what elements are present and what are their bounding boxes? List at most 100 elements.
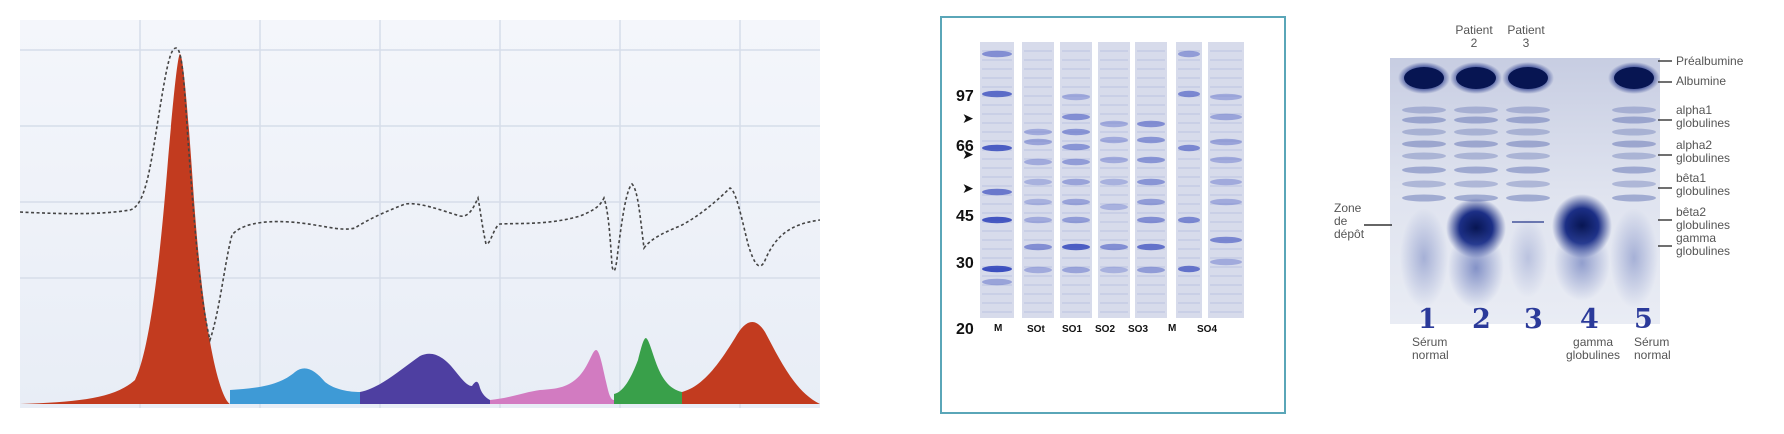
globulin-band — [1612, 166, 1656, 174]
gel-smear — [1210, 68, 1242, 70]
lane-number-4: 4 — [1580, 304, 1599, 335]
gel-lane — [1060, 42, 1092, 318]
gel-smear — [1100, 275, 1128, 277]
mw-label-97: 97 — [956, 88, 974, 105]
gel-band — [1062, 198, 1090, 206]
gel-smear — [1062, 194, 1090, 196]
globulin-band — [1612, 180, 1656, 188]
gel-band — [1100, 120, 1128, 128]
gamma-smear — [1400, 208, 1448, 308]
gel-smear — [1062, 149, 1090, 151]
alpha1-peak — [230, 368, 360, 404]
gel-smear — [1100, 248, 1128, 250]
albumin-band-core — [1456, 67, 1496, 89]
serum-normal-label-1: Sérum normal — [1412, 335, 1449, 362]
gel-smear — [1024, 302, 1052, 304]
globulin-band — [1402, 116, 1446, 124]
gel-smear — [1210, 50, 1242, 52]
globulin-band — [1506, 166, 1550, 174]
gel-smear — [1100, 95, 1128, 97]
gel-smear — [1062, 185, 1090, 187]
gel-band — [1137, 243, 1165, 251]
gel-smear — [982, 122, 1012, 124]
gel-smear — [1024, 158, 1052, 160]
gel-smear — [1100, 86, 1128, 88]
gel-smear — [1178, 230, 1200, 232]
gel-smear — [1137, 77, 1165, 79]
globulin-band — [1402, 128, 1446, 136]
gel-smear — [1062, 293, 1090, 295]
gel-smear — [1178, 113, 1200, 115]
gel-smear — [1100, 50, 1128, 52]
lane-label: SOt — [1027, 324, 1045, 335]
patient-2-label: Patient 2 — [1455, 23, 1493, 50]
gel-smear — [982, 185, 1012, 187]
gel-smear — [982, 248, 1012, 250]
beta2-label: bêta2 globulines — [1676, 205, 1731, 232]
gel-band — [1178, 90, 1200, 98]
albumin-band-core — [1614, 67, 1654, 89]
gel-smear — [982, 311, 1012, 313]
gel-smear — [1210, 203, 1242, 205]
gel-band — [1137, 266, 1165, 274]
gel-smear — [1100, 185, 1128, 187]
deposit-zone-tick — [1364, 224, 1392, 226]
serum-normal-label-2: Sérum normal — [1634, 335, 1671, 362]
gel-smear — [1062, 167, 1090, 169]
gel-band — [1137, 178, 1165, 186]
gel-smear — [1210, 122, 1242, 124]
gel-smear — [1100, 221, 1128, 223]
gel-smear — [1062, 86, 1090, 88]
gel-smear — [1100, 131, 1128, 133]
gel-band — [1210, 178, 1242, 186]
beta1-label: bêta1 globulines — [1676, 171, 1731, 198]
gel-smear — [982, 68, 1012, 70]
gel-smear — [1062, 140, 1090, 142]
globulin-band — [1454, 166, 1498, 174]
gel-band — [982, 90, 1012, 98]
gel-smear — [1210, 104, 1242, 106]
gel-smear — [1024, 275, 1052, 277]
gel-smear — [1178, 86, 1200, 88]
gel-smear — [982, 131, 1012, 133]
gel-smear — [982, 302, 1012, 304]
gel-band — [1210, 113, 1242, 121]
gel-smear — [1137, 302, 1165, 304]
gel-smear — [1210, 293, 1242, 295]
globulin-band — [1454, 152, 1498, 160]
gel-smear — [1100, 59, 1128, 61]
gel-smear — [1210, 95, 1242, 97]
gel-smear — [1178, 203, 1200, 205]
gamma-globulin-label: gamma globulines — [1566, 335, 1621, 362]
gel-smear — [1062, 104, 1090, 106]
gel-smear — [1137, 50, 1165, 52]
gel-band — [1100, 203, 1128, 211]
gel-smear — [1062, 59, 1090, 61]
gel-smear — [1137, 212, 1165, 214]
gel-smear — [1024, 203, 1052, 205]
gel-smear — [982, 140, 1012, 142]
gel-smear — [1210, 284, 1242, 286]
lane-label: M — [994, 323, 1003, 334]
right-ticks — [1658, 60, 1672, 247]
gel-smear — [1137, 140, 1165, 142]
gel-smear — [1137, 248, 1165, 250]
gel-smear — [1210, 77, 1242, 79]
gamma-deposit-tail — [1448, 228, 1504, 308]
gel-smear — [1024, 221, 1052, 223]
gel-smear — [1210, 275, 1242, 277]
gel-smear — [1137, 293, 1165, 295]
plot-grid — [20, 20, 820, 408]
gel-smear — [1024, 257, 1052, 259]
gel-smear — [1210, 239, 1242, 241]
thin-band — [1512, 221, 1544, 223]
gel-smear — [1024, 230, 1052, 232]
gel-smear — [1178, 284, 1200, 286]
gel-smear — [1210, 311, 1242, 313]
gel-smear — [1178, 176, 1200, 178]
gel-smear — [1024, 86, 1052, 88]
gel-smear — [1137, 230, 1165, 232]
gel-smear — [1024, 185, 1052, 187]
gel-band — [1024, 216, 1052, 224]
gel-smear — [1024, 77, 1052, 79]
